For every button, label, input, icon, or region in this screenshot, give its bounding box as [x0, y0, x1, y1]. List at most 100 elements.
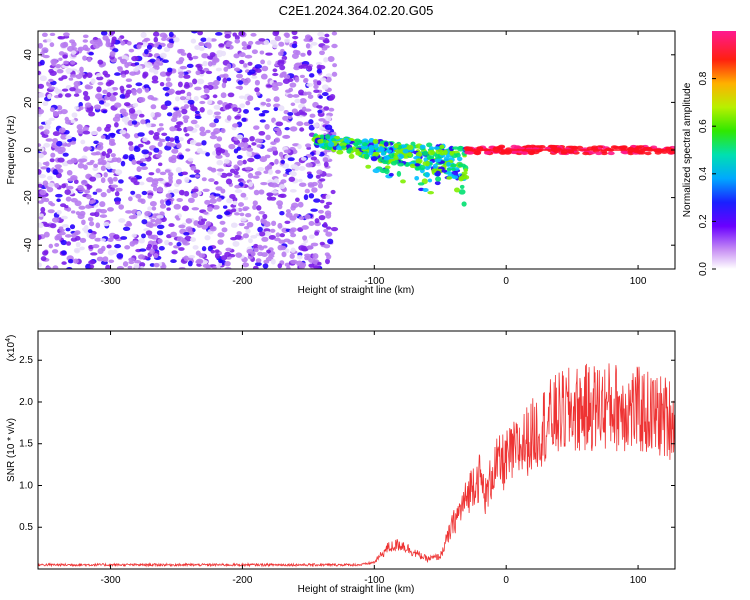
heatmap-cell — [306, 245, 314, 250]
heatmap-cell — [114, 201, 121, 205]
heatmap-cell — [145, 62, 153, 68]
heatmap-cell — [242, 262, 250, 268]
heatmap-cell — [232, 240, 240, 247]
heatmap-cell — [40, 206, 46, 213]
heatmap-cell — [185, 95, 191, 100]
heatmap-cell — [355, 148, 360, 155]
heatmap-cell — [424, 171, 430, 178]
heatmap-cell — [156, 230, 164, 236]
heatmap-cell — [259, 50, 265, 55]
heatmap-cell — [324, 252, 330, 257]
heatmap-cell — [99, 214, 108, 218]
heatmap-cell — [179, 154, 184, 160]
heatmap-cell — [201, 52, 209, 59]
heatmap-cell — [252, 175, 260, 179]
heatmap-cell — [222, 77, 228, 84]
heatmap-cell — [310, 242, 319, 247]
heatmap-cell — [51, 142, 58, 149]
heatmap-cell — [298, 216, 305, 221]
heatmap-cell — [313, 84, 319, 89]
heatmap-cell — [256, 205, 262, 211]
heatmap-cell — [61, 143, 69, 147]
heatmap-cell — [236, 146, 242, 151]
heatmap-cell — [255, 40, 262, 45]
heatmap-cell — [165, 136, 171, 142]
heatmap-cell — [92, 191, 98, 195]
heatmap-cell — [212, 94, 218, 99]
heatmap-cell — [96, 144, 104, 151]
heatmap-cell — [97, 158, 104, 163]
heatmap-cell — [199, 131, 207, 137]
heatmap-cell — [235, 252, 243, 258]
heatmap-cell — [97, 248, 104, 255]
heatmap-cell — [71, 50, 77, 55]
heatmap-cell — [128, 145, 135, 152]
heatmap-cell — [203, 87, 210, 94]
heatmap-cell — [308, 124, 315, 131]
heatmap-cell — [247, 95, 254, 102]
heatmap-cell — [514, 145, 522, 149]
y-tick-label: 1.5 — [19, 439, 33, 450]
heatmap-cell — [298, 182, 307, 187]
heatmap-cell — [199, 100, 206, 105]
heatmap-cell — [223, 210, 231, 216]
heatmap-cell — [239, 59, 245, 65]
heatmap-cell — [521, 151, 529, 155]
heatmap-cell — [220, 255, 228, 261]
heatmap-cell — [213, 193, 221, 197]
heatmap-cell — [428, 146, 435, 150]
heatmap-cell — [114, 169, 123, 176]
heatmap-cell — [370, 156, 378, 162]
heatmap-cell — [106, 244, 112, 249]
heatmap-cell — [118, 218, 126, 223]
heatmap-cell — [38, 162, 43, 168]
heatmap-cell — [287, 93, 294, 98]
heatmap-cell — [246, 147, 254, 152]
heatmap-cell — [313, 265, 321, 269]
heatmap-cell — [308, 263, 315, 268]
heatmap-cell — [134, 62, 140, 66]
heatmap-cell — [415, 151, 423, 158]
heatmap-cell — [47, 209, 55, 214]
heatmap-cell — [495, 145, 503, 150]
heatmap-cell — [96, 73, 102, 78]
heatmap-cell — [198, 41, 205, 47]
heatmap-cell — [78, 101, 83, 108]
heatmap-cell — [107, 249, 115, 256]
heatmap-cell — [266, 249, 271, 254]
heatmap-cell — [162, 86, 170, 91]
heatmap-cell — [98, 100, 105, 105]
heatmap-cell — [236, 73, 243, 79]
heatmap-cell — [201, 224, 208, 230]
heatmap-cell — [419, 164, 426, 171]
heatmap-cell — [271, 190, 279, 194]
heatmap-cell — [450, 163, 457, 168]
heatmap-cell — [205, 152, 210, 157]
heatmap-cell — [281, 251, 287, 258]
heatmap-cell — [107, 207, 114, 212]
heatmap-cell — [315, 61, 323, 66]
heatmap-cell — [270, 141, 277, 146]
heatmap-cell — [144, 48, 149, 55]
heatmap-cell — [77, 162, 85, 169]
heatmap-cell — [282, 78, 290, 84]
heatmap-cell — [175, 178, 182, 185]
heatmap-cell — [322, 45, 330, 49]
heatmap-cell — [181, 239, 188, 245]
heatmap-cell — [127, 265, 133, 269]
heatmap-cell — [303, 91, 308, 96]
heatmap-cell — [238, 52, 246, 58]
heatmap-cell — [262, 263, 269, 269]
heatmap-cell — [396, 153, 405, 160]
heatmap-cell — [70, 198, 78, 203]
heatmap-cell — [173, 37, 180, 43]
heatmap-cell — [291, 108, 298, 114]
heatmap-cell — [258, 211, 265, 215]
heatmap-cell — [273, 127, 281, 132]
heatmap-cell — [426, 142, 433, 148]
heatmap-cell — [304, 214, 311, 220]
heatmap-cell — [157, 141, 163, 147]
heatmap-cell — [61, 183, 67, 189]
heatmap-cell — [282, 134, 290, 139]
heatmap-cell — [177, 81, 183, 88]
